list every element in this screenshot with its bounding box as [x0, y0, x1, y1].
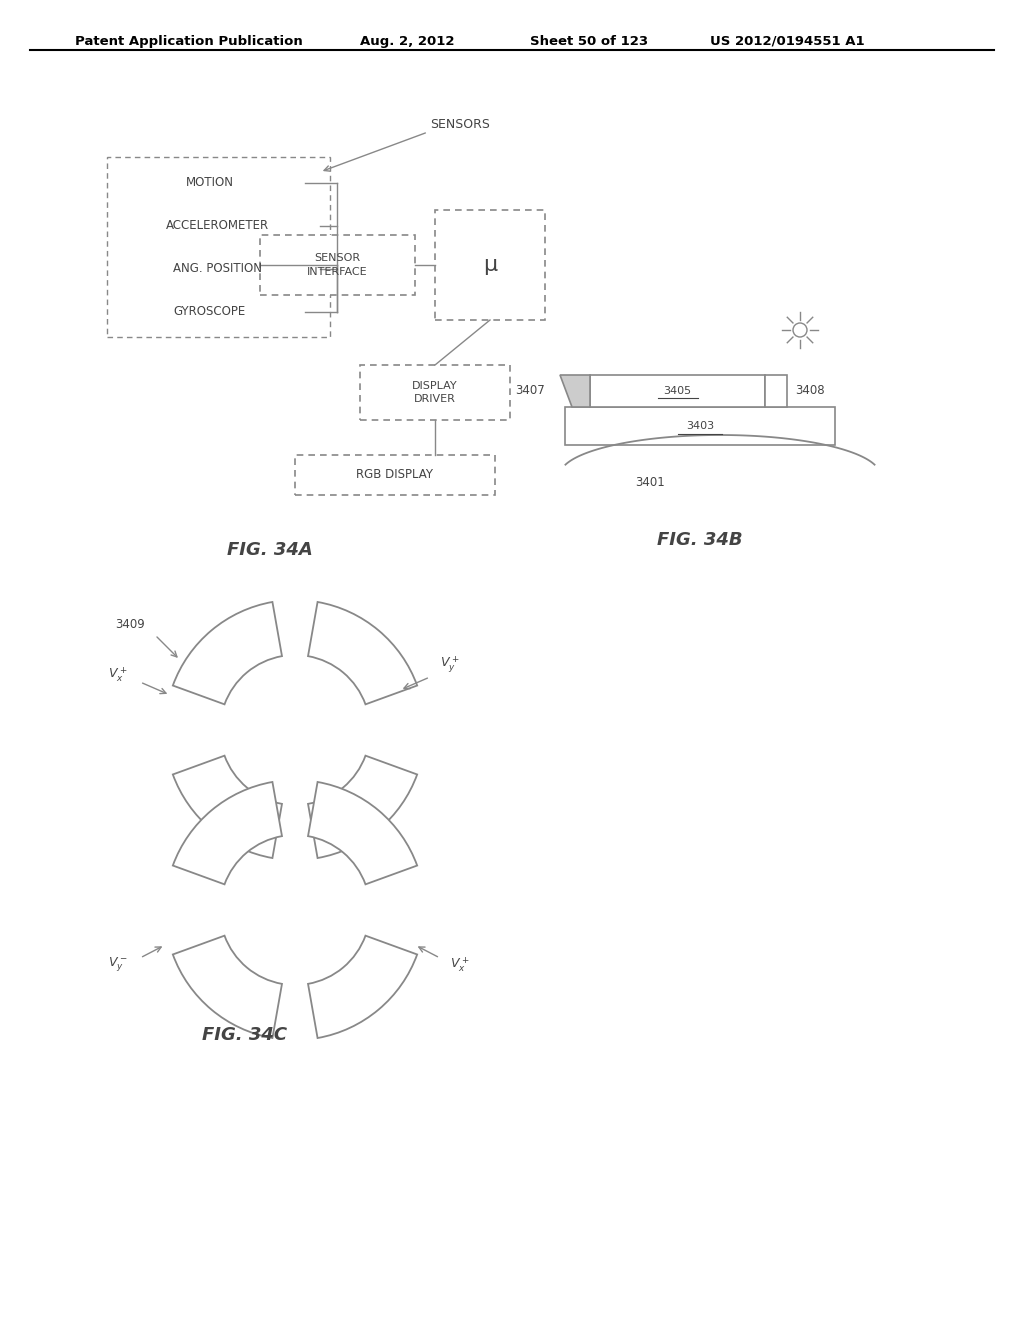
Wedge shape: [308, 781, 417, 884]
Text: RGB DISPLAY: RGB DISPLAY: [356, 469, 433, 482]
Wedge shape: [308, 936, 417, 1038]
Text: DISPLAY
DRIVER: DISPLAY DRIVER: [413, 381, 458, 404]
Text: Patent Application Publication: Patent Application Publication: [75, 36, 303, 48]
Text: 3403: 3403: [686, 421, 714, 432]
Text: FIG. 34C: FIG. 34C: [203, 1026, 288, 1044]
Wedge shape: [308, 602, 417, 705]
Bar: [115, 294, 305, 329]
Text: US 2012/0194551 A1: US 2012/0194551 A1: [710, 36, 864, 48]
Text: $V_y^-$: $V_y^-$: [109, 956, 128, 974]
Bar: [435, 210, 545, 319]
Bar: [106, 157, 330, 337]
Text: 3408: 3408: [795, 384, 824, 396]
Text: $V_y^+$: $V_y^+$: [440, 655, 460, 676]
Text: Sheet 50 of 123: Sheet 50 of 123: [530, 36, 648, 48]
Bar: [260, 235, 415, 294]
Wedge shape: [173, 936, 282, 1038]
Text: ACCELEROMETER: ACCELEROMETER: [166, 219, 269, 232]
Text: SENSORS: SENSORS: [430, 119, 489, 132]
Text: MOTION: MOTION: [186, 176, 234, 189]
Bar: [295, 455, 495, 495]
Text: 3409: 3409: [115, 619, 144, 631]
Text: GYROSCOPE: GYROSCOPE: [174, 305, 246, 318]
Bar: [115, 209, 319, 243]
Text: 3407: 3407: [515, 384, 545, 396]
Polygon shape: [560, 375, 590, 407]
Circle shape: [793, 323, 807, 337]
Bar: [590, 375, 765, 407]
Text: ANG. POSITION: ANG. POSITION: [173, 261, 262, 275]
Text: $V_x^+$: $V_x^+$: [451, 956, 470, 974]
Text: μ: μ: [483, 255, 497, 275]
Text: FIG. 34B: FIG. 34B: [657, 531, 742, 549]
Text: $V_x^+$: $V_x^+$: [109, 665, 128, 684]
Text: 3405: 3405: [664, 385, 691, 396]
Bar: [360, 366, 510, 420]
Bar: [115, 251, 319, 286]
Wedge shape: [173, 602, 282, 705]
Bar: [115, 165, 305, 201]
Wedge shape: [173, 755, 282, 858]
Text: 3401: 3401: [635, 475, 665, 488]
Wedge shape: [173, 781, 282, 884]
Text: Aug. 2, 2012: Aug. 2, 2012: [360, 36, 455, 48]
Bar: [565, 407, 835, 445]
Bar: [765, 375, 787, 407]
Text: FIG. 34A: FIG. 34A: [227, 541, 313, 558]
Text: SENSOR
INTERFACE: SENSOR INTERFACE: [307, 253, 368, 277]
Wedge shape: [308, 755, 417, 858]
